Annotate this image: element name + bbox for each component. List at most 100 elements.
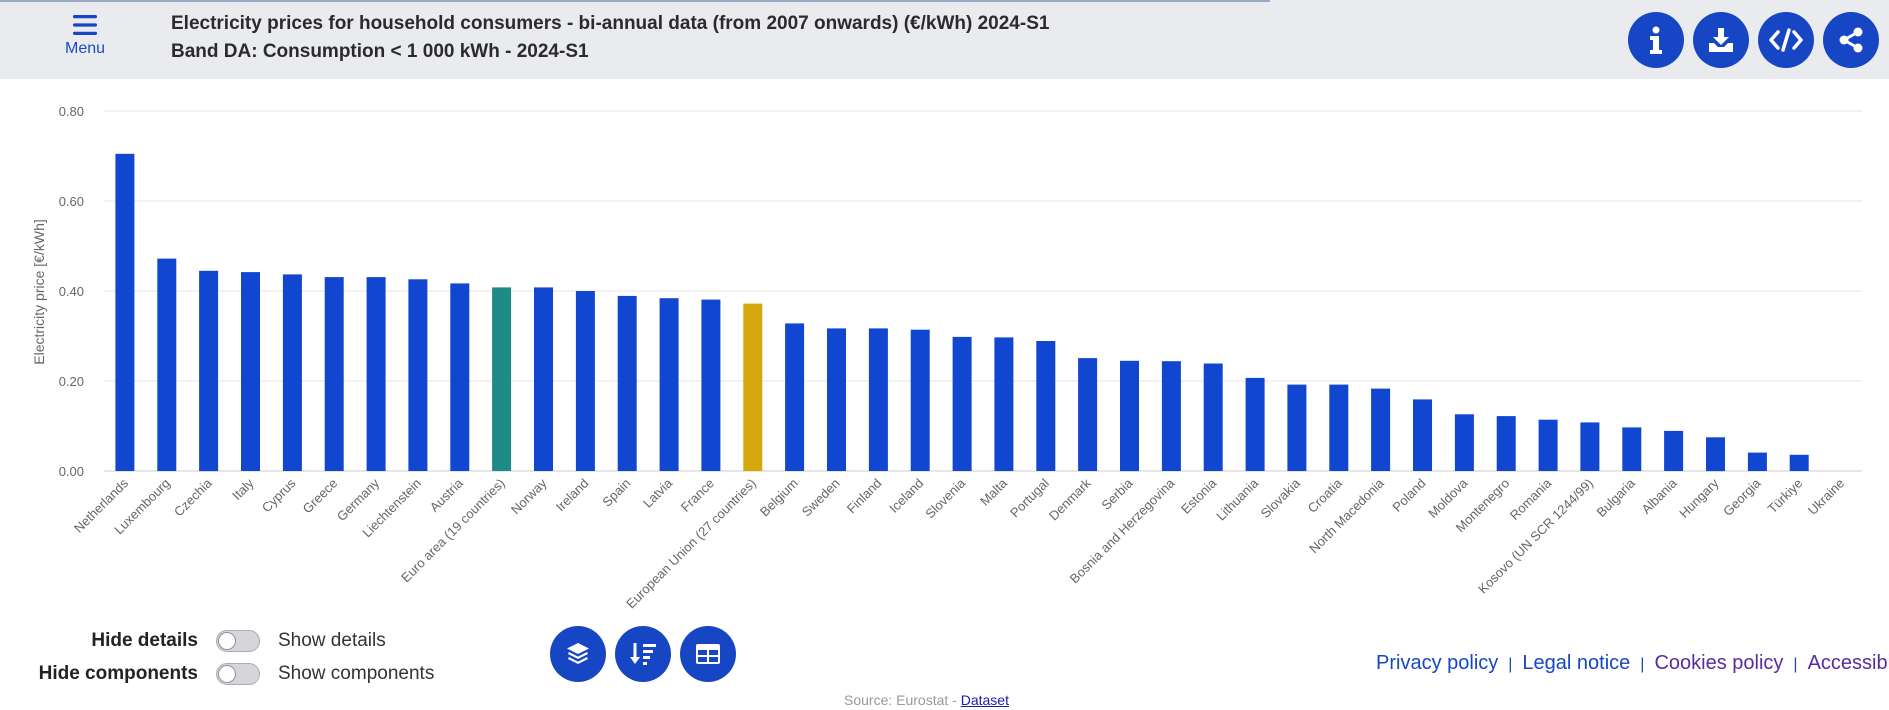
- bar[interactable]: [910, 329, 930, 471]
- x-tick-label: Slovenia: [922, 475, 968, 521]
- bar[interactable]: [1036, 341, 1056, 471]
- x-tick-label: Austria: [427, 475, 467, 515]
- x-tick-label: Sweden: [799, 476, 843, 520]
- bar[interactable]: [1747, 452, 1767, 471]
- x-tick-label: Bulgaria: [1594, 475, 1639, 520]
- x-tick-label: Portugal: [1007, 475, 1052, 520]
- bar[interactable]: [1496, 416, 1516, 471]
- bar[interactable]: [1413, 399, 1432, 471]
- bar[interactable]: [1454, 414, 1474, 471]
- table-view-button[interactable]: [680, 626, 736, 682]
- bar[interactable]: [1789, 454, 1809, 471]
- dataset-link[interactable]: Dataset: [960, 692, 1009, 708]
- separator: |: [1793, 656, 1798, 673]
- x-tick-label: Lithuania: [1213, 475, 1261, 523]
- info-button[interactable]: [1628, 12, 1684, 68]
- bar[interactable]: [659, 298, 679, 471]
- x-tick-label: Malta: [977, 475, 1011, 509]
- bar[interactable]: [1161, 361, 1181, 471]
- x-tick-label: Ireland: [553, 476, 592, 515]
- menu-button[interactable]: Menu: [60, 14, 110, 64]
- sort-button[interactable]: [615, 626, 671, 682]
- x-tick-label: France: [678, 476, 717, 515]
- bar[interactable]: [1078, 358, 1098, 471]
- bar[interactable]: [701, 299, 721, 471]
- y-tick-label: 0.40: [59, 284, 84, 299]
- bar[interactable]: [785, 323, 805, 471]
- x-tick-label: Latvia: [640, 475, 676, 511]
- bar[interactable]: [827, 328, 846, 471]
- bar[interactable]: [241, 272, 260, 471]
- bar[interactable]: [952, 336, 972, 471]
- bar[interactable]: [617, 295, 637, 471]
- bar[interactable]: [1287, 384, 1307, 471]
- cookies-policy-link[interactable]: Cookies policy: [1654, 652, 1784, 674]
- bar[interactable]: [157, 258, 177, 471]
- x-tick-label: Belgium: [757, 476, 801, 520]
- x-tick-label: Georgia: [1720, 475, 1764, 519]
- bar[interactable]: [492, 287, 512, 471]
- y-tick-label: 0.20: [59, 374, 84, 389]
- bar[interactable]: [282, 274, 302, 471]
- bar[interactable]: [408, 279, 428, 471]
- x-tick-label: Cyprus: [259, 475, 299, 515]
- share-button[interactable]: [1823, 12, 1879, 68]
- x-tick-label: Ukraine: [1805, 476, 1847, 518]
- loading-line: [0, 0, 1270, 2]
- share-icon: [1839, 27, 1863, 53]
- bar[interactable]: [1622, 427, 1642, 471]
- bar[interactable]: [366, 277, 386, 471]
- layers-icon: [567, 643, 589, 664]
- bar[interactable]: [743, 303, 763, 471]
- bar[interactable]: [450, 283, 470, 471]
- bar[interactable]: [994, 337, 1014, 471]
- bar[interactable]: [1245, 377, 1265, 471]
- info-icon: [1650, 26, 1662, 54]
- sort-icon: [630, 643, 656, 665]
- x-tick-label: Denmark: [1046, 475, 1094, 523]
- bar[interactable]: [1538, 419, 1558, 471]
- privacy-policy-link[interactable]: Privacy policy: [1376, 652, 1499, 674]
- y-tick-label: 0.00: [59, 464, 84, 479]
- x-tick-label: Spain: [599, 476, 633, 510]
- hamburger-menu-icon: [73, 15, 97, 35]
- y-tick-label: 0.80: [59, 104, 84, 119]
- x-tick-label: Albania: [1638, 475, 1680, 517]
- components-toggle[interactable]: [216, 663, 260, 685]
- table-icon: [696, 644, 720, 664]
- x-tick-label: Norway: [508, 475, 550, 517]
- legal-notice-link[interactable]: Legal notice: [1522, 652, 1631, 674]
- details-toggle[interactable]: [216, 630, 260, 652]
- bar[interactable]: [1329, 384, 1349, 471]
- show-details-label: Show details: [278, 630, 386, 651]
- download-icon: [1709, 28, 1733, 52]
- bar[interactable]: [868, 328, 888, 471]
- top-bar: Menu Electricity prices for household co…: [0, 0, 1889, 79]
- bar[interactable]: [575, 291, 595, 471]
- x-tick-label: North Macedonia: [1306, 475, 1387, 556]
- bar[interactable]: [324, 277, 344, 471]
- download-button[interactable]: [1693, 12, 1749, 68]
- bar-chart: 0.00 0.20 0.40 0.60 0.80 Electricity price […: [31, 104, 1862, 611]
- toggle-knob: [218, 665, 236, 683]
- bar[interactable]: [1664, 430, 1684, 471]
- x-tick-label: Czechia: [171, 475, 215, 519]
- bar[interactable]: [1203, 363, 1223, 472]
- bar[interactable]: [534, 287, 553, 471]
- x-tick-label: Italy: [229, 475, 257, 503]
- bar[interactable]: [199, 270, 219, 472]
- x-tick-label: Serbia: [1098, 475, 1136, 513]
- bar[interactable]: [115, 153, 135, 472]
- hide-components-label: Hide components: [38, 663, 198, 684]
- chart-title: Electricity prices for household consume…: [171, 13, 1050, 34]
- embed-code-icon: [1769, 28, 1803, 52]
- layers-button[interactable]: [550, 626, 606, 682]
- bar[interactable]: [1706, 437, 1725, 472]
- accessibility-link[interactable]: Accessibility: [1807, 652, 1889, 674]
- chart-bars: [115, 153, 1809, 472]
- embed-code-button[interactable]: [1758, 12, 1814, 68]
- bar[interactable]: [1371, 388, 1391, 471]
- bar[interactable]: [1120, 360, 1139, 472]
- bar[interactable]: [1580, 422, 1600, 471]
